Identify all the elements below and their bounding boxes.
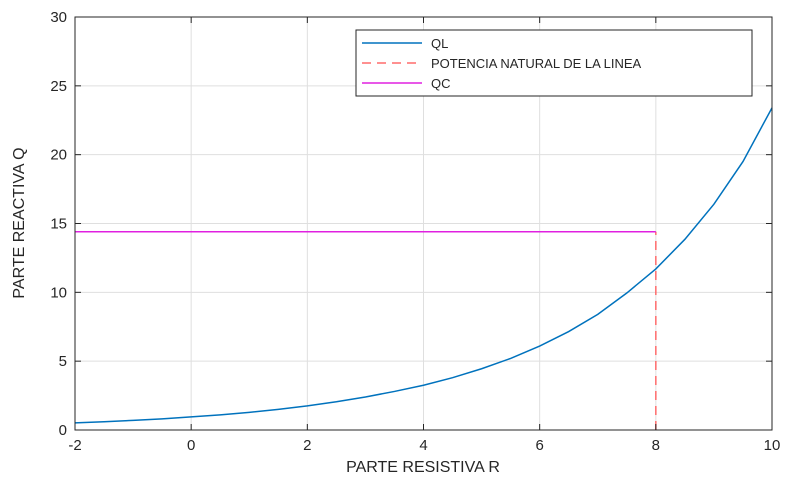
x-tick-label: 6 (535, 437, 543, 454)
y-tick-label: 0 (59, 422, 67, 439)
legend-box (355, 29, 753, 97)
x-tick-label: 2 (303, 437, 311, 454)
series-line-1 (74, 107, 773, 424)
y-tick-label: 25 (50, 78, 67, 95)
legend-label: QC (431, 76, 451, 91)
x-tick-label: 0 (187, 437, 195, 454)
x-tick-label: 4 (419, 437, 427, 454)
y-tick-label: 20 (50, 147, 67, 164)
y-tick-label: 10 (50, 284, 67, 301)
y-tick-label: 30 (50, 9, 67, 26)
legend: QL POTENCIA NATURAL DE LA LINEA QC (355, 29, 753, 97)
x-tick-label: 8 (652, 437, 660, 454)
x-axis-label: PARTE RESISTIVA R (346, 459, 500, 476)
legend-label: QL (431, 36, 448, 51)
y-tick-label: 5 (59, 353, 67, 370)
legend-label: POTENCIA NATURAL DE LA LINEA (431, 56, 642, 71)
series-layer (74, 107, 773, 430)
x-tick-label: 10 (764, 437, 781, 454)
y-axis-label: PARTE REACTIVA Q (11, 147, 28, 298)
y-tick-label: 15 (50, 216, 67, 233)
x-tick-label: -2 (68, 437, 81, 454)
